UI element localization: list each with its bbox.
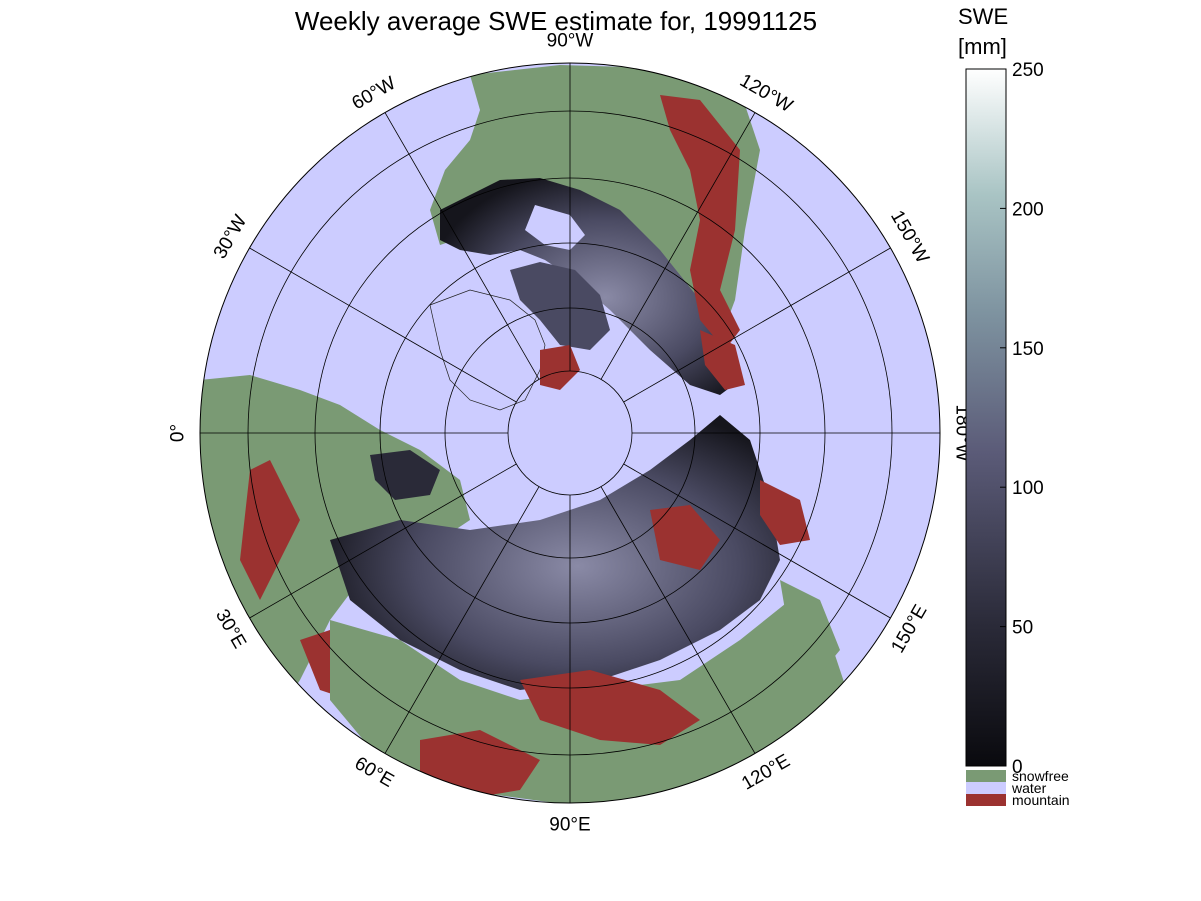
meridian-150 [623,463,891,619]
kamchatka-mountains [760,480,810,545]
far-east-snowfree [780,580,840,680]
legend-label-mountain: mountain [1012,792,1070,808]
meridian-120 [600,486,756,754]
colorbar-title-line2: [mm] [958,34,1007,59]
longitude-label: 60°E [351,753,397,792]
rockies-mountains [660,95,740,350]
central-asia-mountains [520,670,700,745]
longitude-label: 30°E [211,606,250,652]
meridian-60 [384,486,540,754]
longitude-label: 0° [168,424,189,442]
longitude-label: 90°E [549,815,590,836]
colorbar: SWE [mm] 0 50 100 150 200 250 snowfreewatermo… [958,4,1070,808]
meridian--120 [600,112,756,380]
colorbar-tick-label: 50 [1012,618,1033,639]
alaska-range-mountains [700,330,745,390]
legend-label-water: water [1011,780,1047,796]
siberia-mountains [650,505,720,570]
colorbar-tick-label: 0 [1012,757,1023,778]
longitude-label: 90°W [547,31,594,52]
meridian-30 [249,463,517,619]
colorbar-tick-label: 200 [1012,199,1044,220]
colorbar-tick-label: 100 [1012,478,1044,499]
longitude-label: 30°W [210,211,252,262]
scandinavia-snow [370,450,440,500]
map-boundary [199,62,941,804]
asia-snow [330,415,780,690]
colorbar-title-line1: SWE [958,4,1008,29]
meridian--60 [384,112,540,380]
meridian--150 [623,247,891,403]
meridian--30 [249,247,517,403]
legend-swatch-mountain [966,794,1006,806]
map-title: Weekly average SWE estimate for, 1999112… [295,6,817,36]
meridian-lines [200,63,940,803]
colorbar-tick-label: 150 [1012,339,1044,360]
legend-label-snowfree: snowfree [1012,768,1069,784]
longitude-label: 60°W [349,73,400,115]
colorbar-ticks: 0 50 100 150 200 250 [1000,60,1044,778]
polar-map [200,63,940,803]
legend-swatch-snowfree [966,770,1006,782]
legend-swatch-water [966,782,1006,794]
colorbar-tick-label: 250 [1012,60,1044,81]
europe-mountains [240,460,300,600]
arctic-islands [510,262,610,350]
colorbar-gradient [965,68,1007,767]
